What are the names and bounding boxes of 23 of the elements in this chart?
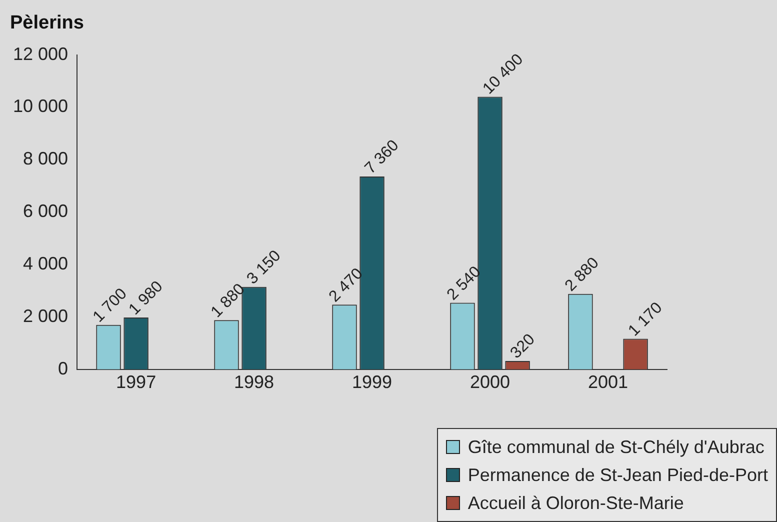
data-label: 1 170: [625, 299, 666, 340]
y-tick-label: 2 000: [23, 306, 68, 326]
x-tick-label: 2001: [588, 372, 628, 392]
x-tick-label: 1998: [234, 372, 274, 392]
y-tick-label: 0: [58, 358, 68, 378]
data-label: 10 400: [480, 50, 527, 98]
data-label: 7 360: [362, 136, 402, 178]
data-label: 2 470: [326, 265, 366, 306]
x-tick-label: 1999: [352, 372, 392, 392]
y-tick-label: 4 000: [23, 254, 68, 274]
y-tick-label: 12 000: [12, 44, 68, 64]
legend-label: Gîte communal de St-Chély d'Aubrac: [468, 436, 764, 458]
y-tick-label: 6 000: [23, 201, 68, 222]
legend-label: Permanence de St-Jean Pied-de-Port: [468, 464, 768, 486]
y-tick-label: 10 000: [12, 96, 68, 116]
x-tick-label: 1997: [116, 372, 156, 392]
data-label: 2 540: [444, 263, 484, 304]
data-label: 320: [507, 330, 538, 362]
legend-label: Accueil à Oloron-Ste-Marie: [468, 492, 684, 514]
x-tick-label: 2000: [470, 372, 510, 392]
y-axis-title: Pèlerins: [10, 12, 84, 34]
data-label: 2 880: [562, 254, 602, 295]
y-tick-label: 8 000: [23, 148, 68, 169]
